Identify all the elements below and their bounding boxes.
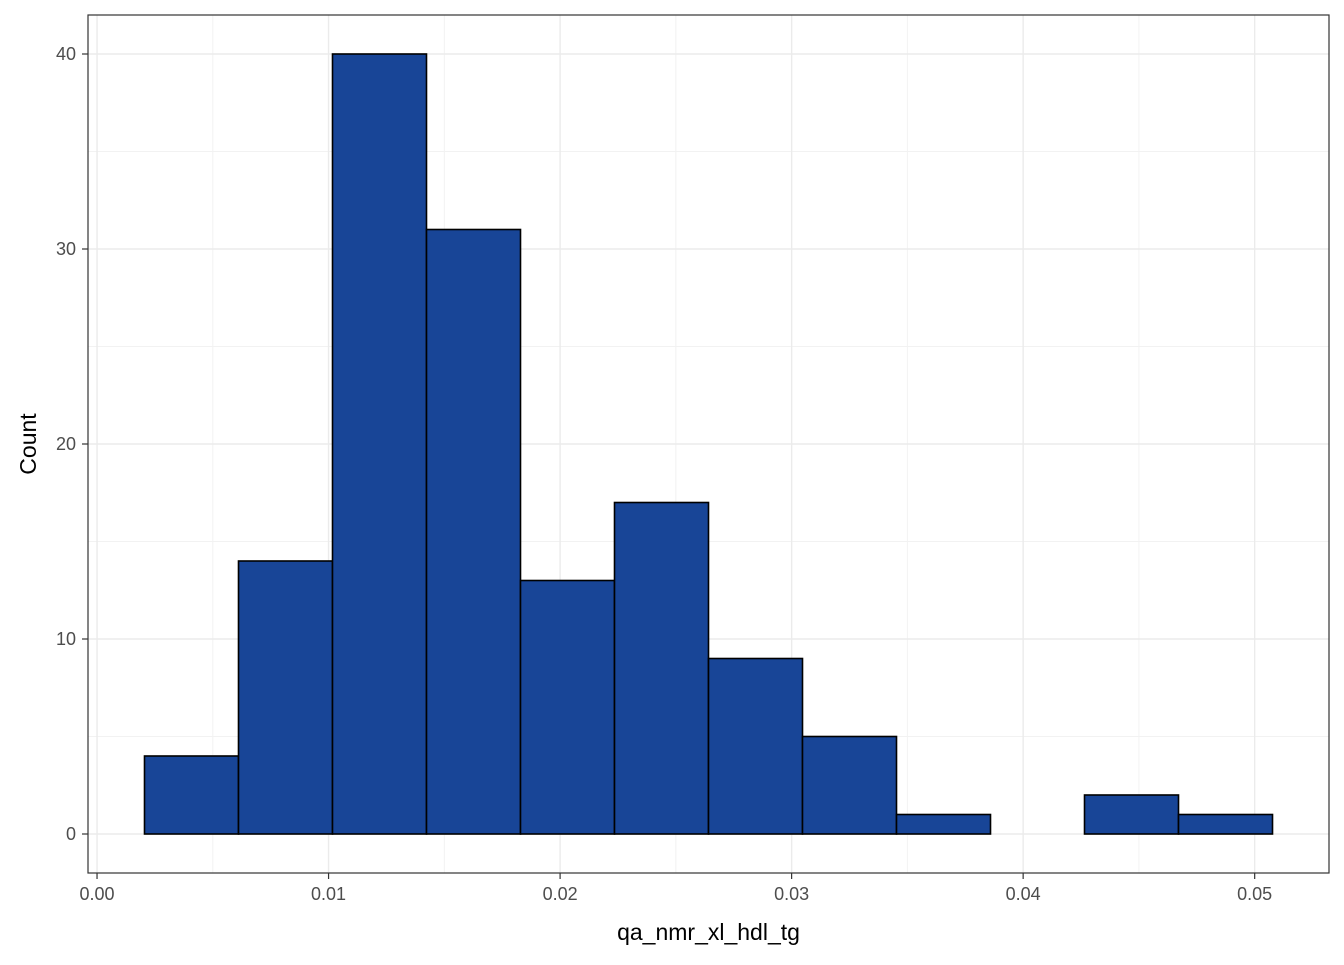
y-tick-label: 40 <box>56 44 76 64</box>
histogram-bar-11 <box>1083 794 1180 835</box>
histogram-bar-12 <box>1177 813 1274 835</box>
histogram-bar-4 <box>425 228 522 835</box>
x-tick-label: 0.03 <box>774 884 809 904</box>
y-tick-label: 30 <box>56 239 76 259</box>
x-tick-label: 0.05 <box>1237 884 1272 904</box>
histogram-bar-5 <box>519 579 616 835</box>
x-axis-ticks: 0.00 0.01 0.02 0.03 0.04 0.05 <box>80 873 1272 904</box>
histogram-bar-7 <box>707 657 804 835</box>
y-axis-ticks: 0 10 20 30 40 <box>56 44 88 844</box>
y-tick-label: 0 <box>66 824 76 844</box>
histogram-bar-3 <box>331 53 428 835</box>
histogram-bars <box>143 53 1274 835</box>
x-tick-label: 0.00 <box>80 884 115 904</box>
x-tick-label: 0.01 <box>311 884 346 904</box>
histogram-bar-1 <box>143 755 240 835</box>
y-tick-label: 20 <box>56 434 76 454</box>
x-tick-label: 0.04 <box>1006 884 1041 904</box>
histogram-bar-9 <box>895 813 992 835</box>
histogram-bar-6 <box>613 501 710 835</box>
x-tick-label: 0.02 <box>543 884 578 904</box>
histogram-bar-2 <box>237 560 334 835</box>
y-tick-label: 10 <box>56 629 76 649</box>
histogram-bar-8 <box>801 735 898 835</box>
y-axis-title: Count <box>15 413 41 475</box>
x-axis-title: qa_nmr_xl_hdl_tg <box>617 919 800 945</box>
